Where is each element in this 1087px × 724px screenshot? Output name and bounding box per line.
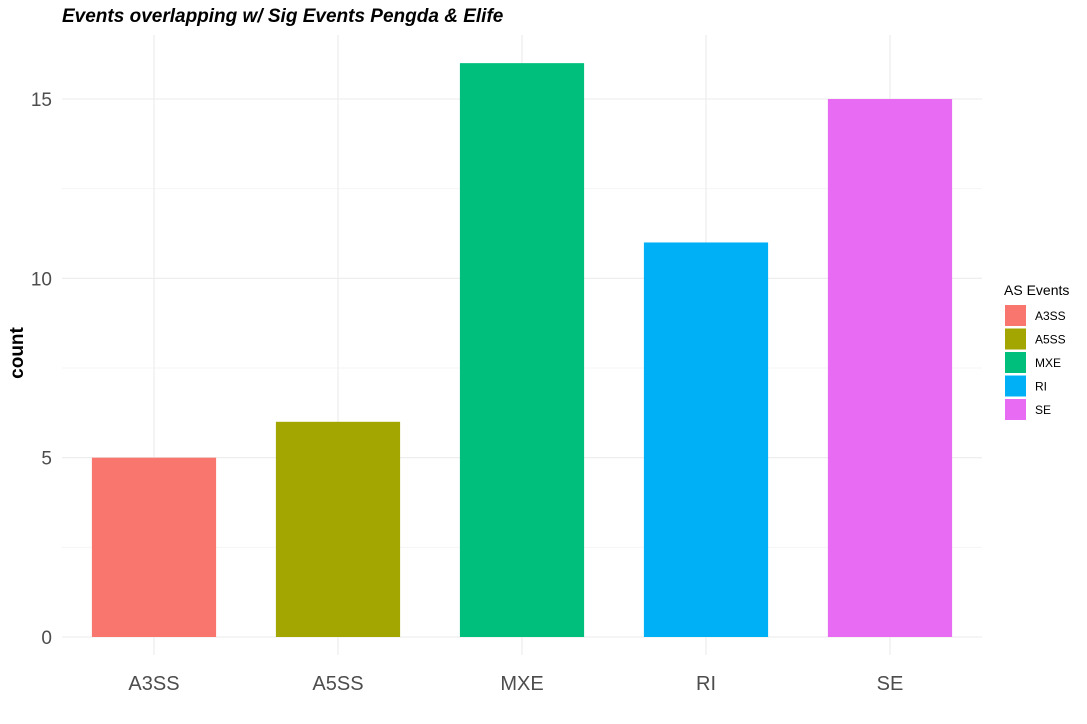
x-tick-label: RI xyxy=(696,673,716,695)
legend-label: A5SS xyxy=(1035,333,1066,347)
bar-a3ss xyxy=(91,457,217,637)
x-tick-label: MXE xyxy=(500,673,543,695)
y-axis-ticks: 0 5 10 15 xyxy=(31,90,52,649)
bars xyxy=(91,63,953,637)
bar-se xyxy=(827,99,953,637)
legend-swatch xyxy=(1005,375,1026,397)
legend-swatch xyxy=(1005,352,1026,373)
x-axis-ticks: A3SS A5SS MXE RI SE xyxy=(128,673,903,695)
x-tick-label: SE xyxy=(877,673,904,695)
y-tick-label: 10 xyxy=(31,269,52,290)
bar-ri xyxy=(643,242,769,637)
x-tick-label: A3SS xyxy=(128,673,179,695)
y-tick-label: 15 xyxy=(31,90,52,111)
x-tick-label: A5SS xyxy=(312,673,363,695)
y-tick-label: 5 xyxy=(41,449,52,470)
y-tick-label: 0 xyxy=(41,628,52,649)
legend-swatch xyxy=(1005,399,1026,420)
y-axis-label: count xyxy=(7,326,28,378)
legend-swatch xyxy=(1005,305,1026,326)
bar-a5ss xyxy=(275,421,401,637)
chart-title: Events overlapping w/ Sig Events Pengda … xyxy=(62,6,504,27)
legend-swatch xyxy=(1005,328,1026,350)
legend: AS Events A3SS A5SS MXE RI SE xyxy=(1004,282,1069,420)
legend-items: A3SS A5SS MXE RI SE xyxy=(1005,305,1066,420)
legend-title: AS Events xyxy=(1004,282,1069,298)
legend-label: A3SS xyxy=(1035,309,1066,323)
legend-label: MXE xyxy=(1035,356,1061,370)
bar-mxe xyxy=(459,63,585,637)
legend-label: SE xyxy=(1035,403,1051,417)
legend-label: RI xyxy=(1035,380,1047,394)
